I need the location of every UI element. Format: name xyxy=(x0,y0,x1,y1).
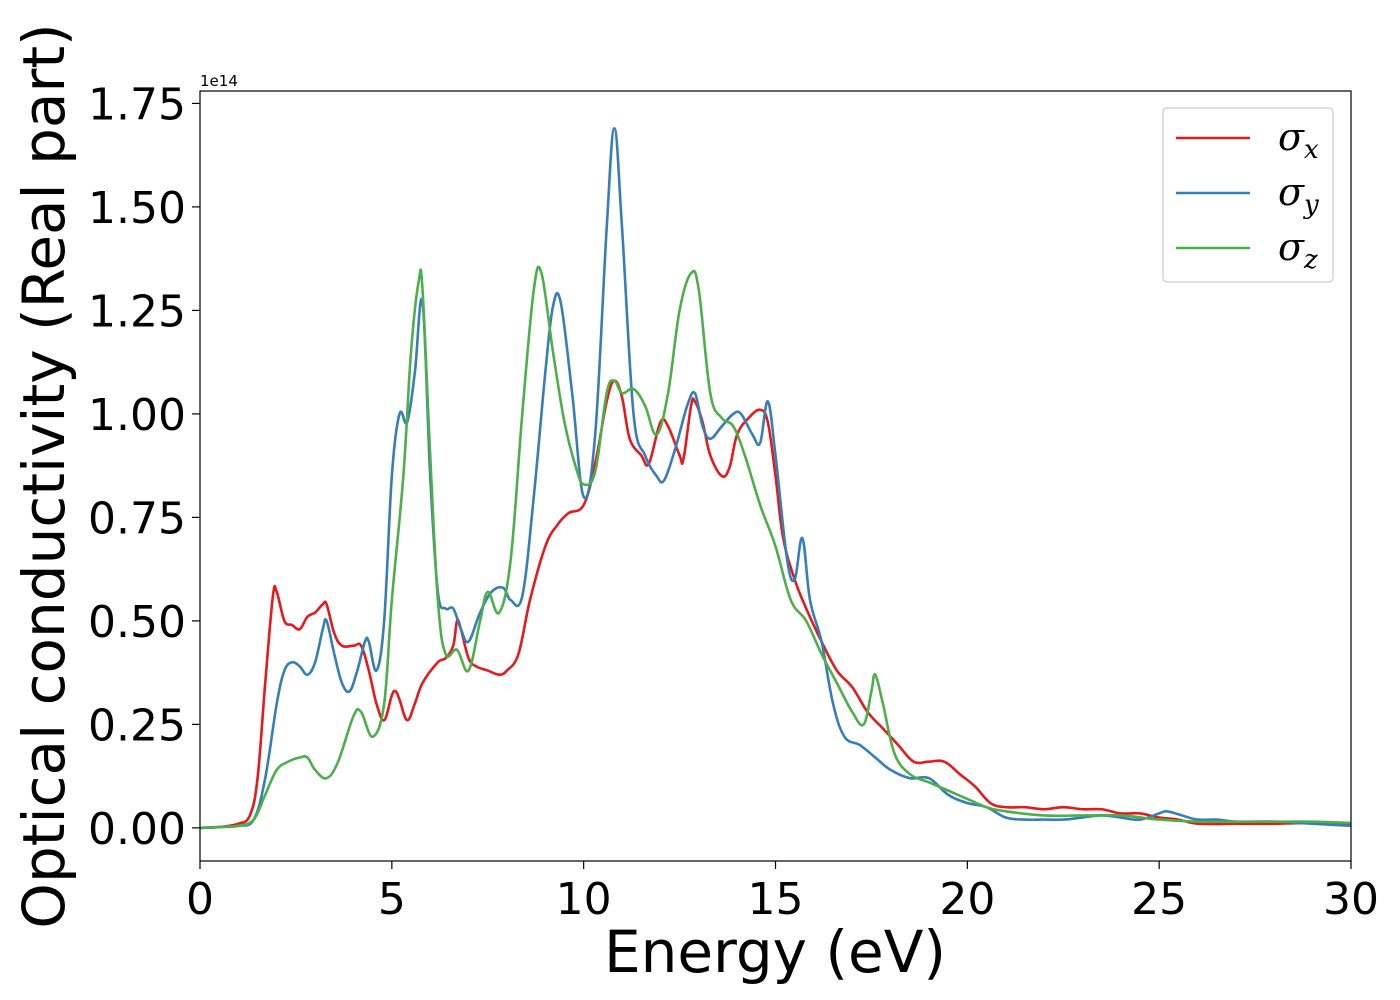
y-tick-label: 1.50 xyxy=(88,183,186,234)
series-layer xyxy=(200,126,1351,830)
y-tick-label: 1.00 xyxy=(88,390,186,441)
y-tick-label: 1.25 xyxy=(88,286,186,337)
y-axis-label: Optical conductivity (Real part) xyxy=(10,23,78,928)
y-tick-label: 0.00 xyxy=(88,804,186,855)
series-line-sigma-z xyxy=(200,265,1351,830)
x-tick-label: 5 xyxy=(378,874,406,925)
series-line-sigma-x xyxy=(200,379,1351,830)
x-tick-label: 20 xyxy=(939,874,995,925)
y-tick-label: 0.50 xyxy=(88,597,186,648)
x-tick-label: 10 xyxy=(556,874,612,925)
x-axis: 0 5 10 15 20 25 30 xyxy=(186,861,1379,925)
x-tick-label: 15 xyxy=(748,874,804,925)
x-tick-label: 25 xyxy=(1131,874,1187,925)
legend-box xyxy=(1162,107,1334,283)
y-tick-label: 0.75 xyxy=(88,493,186,544)
y-tick-label: 1.75 xyxy=(88,79,186,130)
x-axis-label: Energy (eV) xyxy=(604,918,946,986)
y-offset-label: 1e14 xyxy=(200,72,238,90)
x-tick-label: 0 xyxy=(186,874,214,925)
y-axis: 0.00 0.25 0.50 0.75 1.00 1.25 1.50 1.75 xyxy=(88,79,200,855)
x-tick-label: 30 xyxy=(1323,874,1379,925)
y-tick-label: 0.25 xyxy=(88,700,186,751)
series-line-sigma-y xyxy=(200,126,1351,830)
